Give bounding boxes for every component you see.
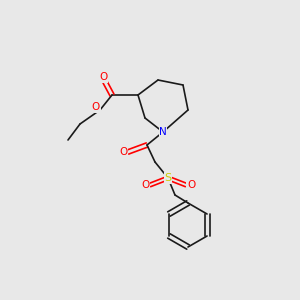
Text: N: N [159,127,167,137]
Text: O: O [92,102,100,112]
Text: S: S [164,173,172,183]
Text: O: O [187,180,195,190]
Text: O: O [141,180,149,190]
Text: O: O [119,147,127,157]
Text: O: O [99,72,107,82]
